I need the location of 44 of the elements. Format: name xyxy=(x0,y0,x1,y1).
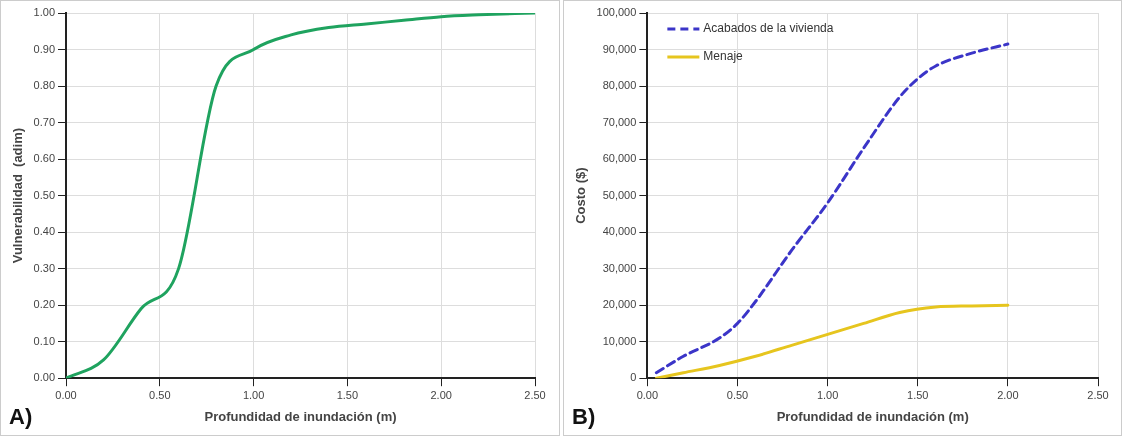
line-series xyxy=(654,42,1009,375)
y-tick-label: 0 xyxy=(629,371,636,384)
legend-label: Acabados de la vivienda xyxy=(702,21,834,36)
y-tick-label: 60,000 xyxy=(602,152,636,165)
text: B) xyxy=(571,404,595,430)
y-tick-label: 0.30 xyxy=(33,261,56,274)
y-axis-title: Costo ($) xyxy=(572,167,588,224)
text: A) xyxy=(9,404,33,430)
x-tick-label: 2.00 xyxy=(430,388,452,401)
x-tick-label: 1.50 xyxy=(336,388,359,401)
x-tick-label: 0.50 xyxy=(726,388,748,401)
y-tick-label: 90,000 xyxy=(602,42,636,55)
line-series xyxy=(654,303,1009,379)
y-tick-label: 100,000 xyxy=(596,6,636,19)
x-axis-title: Profundidad de inundación (m) xyxy=(204,408,397,424)
y-tick-label: 20,000 xyxy=(602,298,636,311)
y-tick-label: 0.80 xyxy=(33,79,56,92)
y-tick-label: 80,000 xyxy=(602,79,636,92)
y-axis-title: Vulnerabilidad (adim) xyxy=(10,127,26,264)
x-tick-label: 1.50 xyxy=(906,388,928,401)
x-tick-label: 0.00 xyxy=(636,388,658,401)
y-tick-label: 0.20 xyxy=(33,298,56,311)
y-tick-label: 30,000 xyxy=(602,261,636,274)
x-tick-label: 2.50 xyxy=(524,388,546,401)
y-tick-label: 40,000 xyxy=(602,225,636,238)
y-tick-label: 0.70 xyxy=(33,115,56,128)
x-axis-title: Profundidad de inundación (m) xyxy=(776,408,969,424)
y-tick-label: 0.40 xyxy=(33,225,56,238)
y-tick-label: 0.10 xyxy=(33,334,56,347)
y-tick-label: 0.60 xyxy=(33,152,56,165)
y-tick-label: 0.00 xyxy=(33,371,56,384)
y-tick-label: 0.50 xyxy=(33,188,56,201)
y-tick-label: 50,000 xyxy=(602,188,636,201)
y-tick-label: 1.00 xyxy=(33,6,56,19)
y-tick-label: 70,000 xyxy=(602,115,636,128)
y-tick-label: 10,000 xyxy=(602,334,636,347)
x-tick-label: 0.50 xyxy=(149,388,171,401)
x-tick-label: 0.00 xyxy=(55,388,77,401)
legend-label: Menaje xyxy=(702,49,743,64)
x-tick-label: 1.00 xyxy=(242,388,265,401)
x-tick-label: 1.00 xyxy=(816,388,838,401)
x-tick-label: 2.00 xyxy=(996,388,1019,401)
y-tick-label: 0.90 xyxy=(33,42,56,55)
x-tick-label: 2.50 xyxy=(1086,388,1109,401)
